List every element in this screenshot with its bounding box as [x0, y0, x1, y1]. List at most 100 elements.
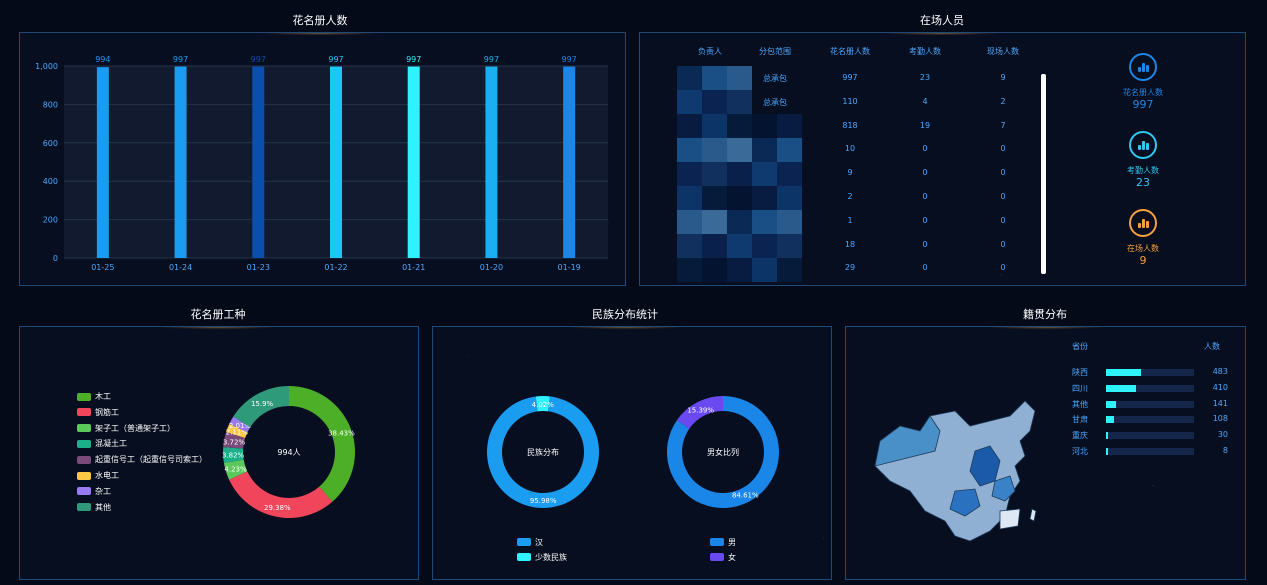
table-cell-roster: 110	[842, 96, 858, 106]
province-row[interactable]: 其他 141	[1072, 399, 1232, 409]
x-tick-label: 01-21	[402, 263, 425, 272]
donut-slice[interactable]	[229, 416, 251, 433]
bar-chart-icon	[1129, 209, 1157, 237]
redacted-block	[777, 138, 802, 162]
slice-label: 15.9%	[251, 400, 274, 408]
province-bar-fill	[1106, 416, 1114, 424]
donut-slice[interactable]	[226, 423, 248, 439]
redacted-block	[677, 258, 702, 282]
table-cell-roster: 997	[842, 73, 858, 82]
legend-swatch[interactable]	[710, 538, 724, 546]
roster-count-bar-chart: 0 200 400 600 800 1,000 994 01-25 997 01-24 997 01-…	[35, 55, 608, 272]
legend-item[interactable]: 其他	[77, 503, 111, 513]
province-row[interactable]: 河北 8	[1072, 446, 1232, 456]
table-cell-scope: 总承包	[763, 97, 787, 107]
legend-label: 杂工	[95, 486, 111, 496]
table-cell-attendance: 0	[922, 192, 928, 201]
table-scrollbar[interactable]	[1041, 74, 1046, 274]
trade-donut-chart: 38.43% 29.38% 4.23% 3.82% 3.72%2.11%2.01% 15.…	[222, 386, 355, 518]
redacted-block	[677, 90, 702, 114]
donut-slice[interactable]	[233, 386, 289, 428]
table-cell-onsite: 7	[1000, 120, 1006, 130]
legend-item[interactable]: 架子工（普通架子工）	[77, 424, 175, 434]
redacted-block	[752, 234, 777, 258]
bar[interactable]	[96, 67, 109, 258]
bar-value-label: 997	[406, 55, 421, 64]
redacted-block	[777, 162, 802, 186]
stat-value: 997	[1132, 98, 1154, 111]
bar-value-label: 997	[562, 55, 577, 64]
province-row[interactable]: 四川 410	[1072, 383, 1232, 393]
redacted-block	[727, 186, 752, 210]
china-map[interactable]	[860, 371, 1060, 571]
slice-label: 2.11%	[226, 429, 249, 437]
bar[interactable]	[330, 66, 342, 258]
legend-label: 水电工	[95, 471, 119, 480]
slice-label: 2.01%	[229, 422, 252, 430]
table-cell-roster: 10	[844, 144, 856, 154]
x-tick-label: 01-20	[480, 263, 503, 272]
bar[interactable]	[174, 66, 187, 258]
redacted-block	[702, 258, 727, 282]
province-bar-track	[1106, 416, 1194, 424]
legend-swatch[interactable]	[517, 553, 531, 561]
redacted-block	[727, 114, 752, 138]
slice-label: 15.39%	[687, 407, 714, 415]
donut-slice[interactable]	[223, 459, 248, 480]
donut-slice[interactable]	[223, 447, 244, 464]
province-row[interactable]: 重庆 30	[1072, 430, 1232, 440]
donut-slice[interactable]	[289, 386, 355, 502]
stat-value: 23	[1136, 176, 1150, 189]
legend-item[interactable]: 混凝土工	[77, 439, 127, 449]
x-tick-label: 01-24	[169, 263, 192, 272]
bar[interactable]	[252, 66, 265, 258]
legend-item[interactable]: 钢筋工	[77, 408, 119, 418]
x-tick-label: 01-19	[558, 263, 581, 272]
legend-label: 其他	[95, 502, 111, 512]
province-row[interactable]: 陕西 483	[1072, 367, 1232, 377]
bar[interactable]	[563, 66, 576, 258]
table-cell-onsite: 0	[1000, 144, 1006, 154]
slice-label: 84.61%	[732, 491, 759, 499]
redacted-block	[702, 234, 727, 258]
province-count: 30	[1217, 430, 1228, 440]
province-row[interactable]: 甘肃 108	[1072, 414, 1232, 424]
redacted-block	[752, 186, 777, 210]
redacted-block	[702, 138, 727, 162]
bar-value-label: 994	[95, 55, 110, 64]
donut-center-label: 994人	[277, 448, 300, 457]
y-tick-label: 200	[43, 216, 58, 225]
legend-item[interactable]: 起重信号工（起重信号司索工）	[77, 455, 207, 465]
table-header: 考勤人数	[909, 47, 941, 56]
legend-item[interactable]: 木工	[77, 392, 111, 402]
redacted-block	[777, 186, 802, 210]
table-cell-onsite: 9	[1000, 73, 1006, 82]
table-cell-onsite: 2	[1000, 96, 1006, 106]
slice-label: 3.82%	[222, 452, 245, 460]
donut-slice[interactable]	[676, 396, 723, 429]
table-cell-attendance: 4	[922, 96, 928, 106]
bar-value-label: 997	[173, 55, 188, 64]
redacted-block	[727, 210, 752, 234]
donut-slice[interactable]	[535, 396, 550, 412]
legend-swatch[interactable]	[710, 553, 724, 561]
legend-swatch	[77, 439, 91, 448]
stat-label: 花名册人数	[1123, 88, 1163, 97]
legend-swatch	[77, 503, 91, 512]
donut-slice[interactable]	[229, 471, 333, 518]
table-cell-attendance: 0	[922, 168, 928, 178]
bar-value-label: 997	[328, 55, 343, 64]
x-tick-label: 01-23	[247, 263, 270, 272]
stat-1: 考勤人数 23	[1098, 131, 1188, 189]
slice-label: 95.98%	[530, 497, 557, 505]
table-header: 现场人数	[987, 47, 1019, 56]
bar-value-label: 997	[484, 55, 499, 64]
bar[interactable]	[407, 66, 420, 258]
table-cell-onsite: 0	[1000, 192, 1006, 201]
province-bar-track	[1106, 400, 1194, 408]
legend-swatch[interactable]	[517, 538, 531, 546]
legend-item[interactable]: 水电工	[77, 471, 119, 481]
bar[interactable]	[485, 66, 498, 258]
legend-item[interactable]: 杂工	[77, 487, 111, 497]
donut-slice[interactable]	[223, 432, 246, 449]
